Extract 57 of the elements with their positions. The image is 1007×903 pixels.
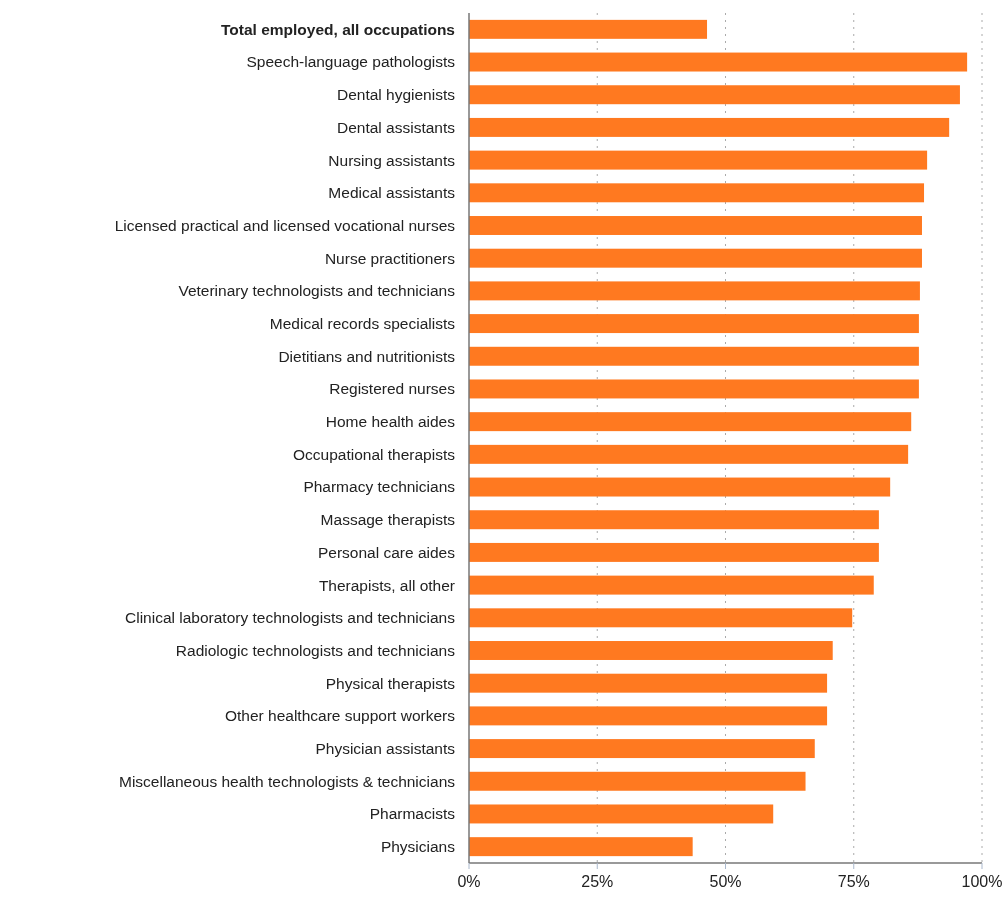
x-tick-label: 75% [837,873,870,890]
y-tick-label: Occupational therapists [293,445,456,463]
y-tick-label: Medical records specialists [269,315,456,332]
bar [469,281,920,301]
x-tick-label: 0% [457,873,481,890]
y-tick-label: Radiologic technologists and technicians [175,641,456,659]
y-tick-label: Miscellaneous health technologists & technicians [118,772,456,790]
bar [469,837,693,857]
bar [469,771,806,791]
y-tick-label: Registered nurses [329,380,456,398]
bar [469,477,891,497]
bar [469,542,879,562]
bar [469,183,925,203]
y-tick-label: Veterinary technologists and technicians [178,282,456,300]
bar [469,379,919,399]
y-tick-label: Nursing assistants [328,151,456,169]
y-tick-label: Medical assistants [328,184,456,202]
y-tick-label: Pharmacy technicians [303,478,456,496]
y-tick-label: Dental assistants [336,118,456,136]
bar [469,673,828,693]
x-tick-label: 50% [709,873,742,890]
bar [469,52,968,72]
bar [469,314,919,334]
y-tick-label: Massage therapists [320,511,456,529]
bar [469,739,815,759]
bar [469,19,708,39]
bar [469,216,922,235]
y-tick-label: Physicians [380,838,456,856]
bar [469,510,879,530]
y-tick-label: Clinical laboratory technologists and technicians [125,609,456,627]
y-tick-label: Physical therapists [325,674,456,692]
y-tick-label: Home health aides [325,413,456,431]
bar [469,150,928,170]
y-tick-label: Speech-language pathologists [246,53,456,71]
y-tick-label: Pharmacists [369,805,456,823]
bar [469,608,853,628]
bar [469,706,828,726]
y-tick-label: Personal care aides [318,543,456,561]
bar [469,85,960,105]
y-tick-label: Dental hygienists [336,86,456,104]
bar [469,412,912,432]
x-tick-label: 25% [581,873,614,890]
y-tick-label: Dietitians and nutritionists [278,347,456,365]
bar [469,248,922,268]
y-tick-label: Total employed, all occupations [221,20,455,38]
bar [469,575,874,595]
y-tick-label: Physician assistants [315,740,456,757]
bar [469,346,919,366]
y-tick-label: Therapists, all other [318,576,455,594]
y-tick-label: Licensed practical and licensed vocational nurses [114,216,456,234]
bar [469,117,950,137]
bar [469,444,909,464]
bar [469,641,833,660]
y-tick-label: Other healthcare support workers [224,707,456,725]
x-tick-label: 100% [961,873,1003,890]
bar [469,804,774,824]
y-tick-label: Nurse practitioners [324,249,456,267]
